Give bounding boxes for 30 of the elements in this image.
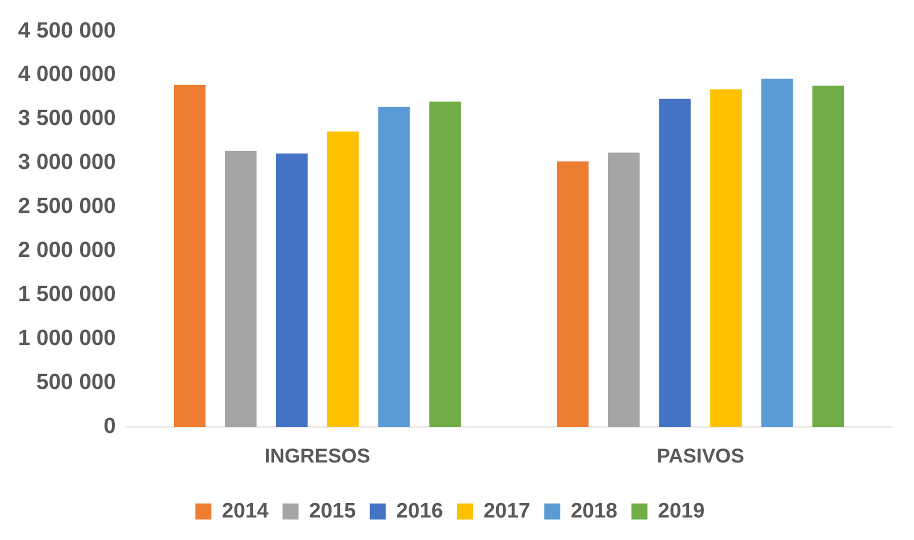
legend-label: 2016: [396, 499, 443, 522]
bar: [659, 98, 691, 427]
bar: [327, 131, 359, 427]
y-tick-label: 4 500 000: [18, 17, 116, 42]
bar: [224, 150, 257, 427]
bar: [608, 152, 640, 427]
x-tick-label: PASIVOS: [656, 446, 744, 468]
legend-label: 2014: [222, 499, 269, 522]
y-tick-label: 4 000 000: [18, 61, 116, 86]
y-tick-label: 1 500 000: [18, 281, 116, 306]
bar: [710, 89, 742, 427]
bar: [812, 86, 844, 427]
bar: [761, 78, 793, 427]
bar: [429, 102, 461, 427]
bar: [556, 161, 589, 427]
y-tick-label: 0: [104, 413, 116, 438]
bar: [276, 153, 308, 427]
y-tick-label: 1 000 000: [18, 325, 116, 350]
y-tick-label: 2 500 000: [18, 193, 116, 218]
legend-label: 2018: [570, 499, 618, 522]
y-tick-label: 500 000: [36, 369, 116, 394]
bar: [378, 106, 410, 427]
legend-label: 2019: [658, 499, 705, 522]
y-tick-label: 3 500 000: [18, 105, 116, 130]
bar: [174, 84, 206, 427]
legend-label: 2017: [484, 499, 530, 522]
legend-label: 2015: [309, 499, 356, 522]
y-tick-label: 3 000 000: [18, 149, 116, 174]
x-tick-label: INGRESOS: [264, 446, 370, 468]
y-tick-label: 2 000 000: [18, 237, 116, 262]
